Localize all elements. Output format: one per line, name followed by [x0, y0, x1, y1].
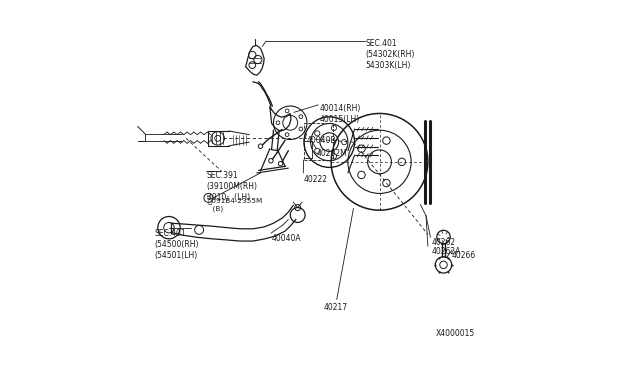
- Text: 40040A: 40040A: [271, 234, 301, 243]
- Text: Ⓑ091B4-2355M
  (B): Ⓑ091B4-2355M (B): [207, 197, 263, 212]
- Text: 40262A: 40262A: [431, 247, 461, 256]
- Text: B: B: [207, 195, 210, 201]
- Text: 40040B: 40040B: [307, 136, 337, 145]
- Text: 40217: 40217: [324, 303, 348, 312]
- Text: SEC.401
(54500(RH)
(54501(LH): SEC.401 (54500(RH) (54501(LH): [154, 229, 199, 260]
- Text: 40266: 40266: [452, 251, 476, 260]
- Text: 40202M: 40202M: [316, 149, 347, 158]
- Text: 40014(RH)
40015(LH): 40014(RH) 40015(LH): [320, 104, 362, 124]
- Text: SEC.401
(54302K(RH)
54303K(LH): SEC.401 (54302K(RH) 54303K(LH): [365, 39, 415, 70]
- Text: 40262: 40262: [431, 238, 456, 247]
- Text: 40222: 40222: [303, 175, 327, 184]
- Text: X4000015: X4000015: [435, 329, 475, 338]
- Text: SEC.391
(39100M(RH)
3910₁  (LH): SEC.391 (39100M(RH) 3910₁ (LH): [207, 171, 257, 202]
- Bar: [303, 123, 333, 160]
